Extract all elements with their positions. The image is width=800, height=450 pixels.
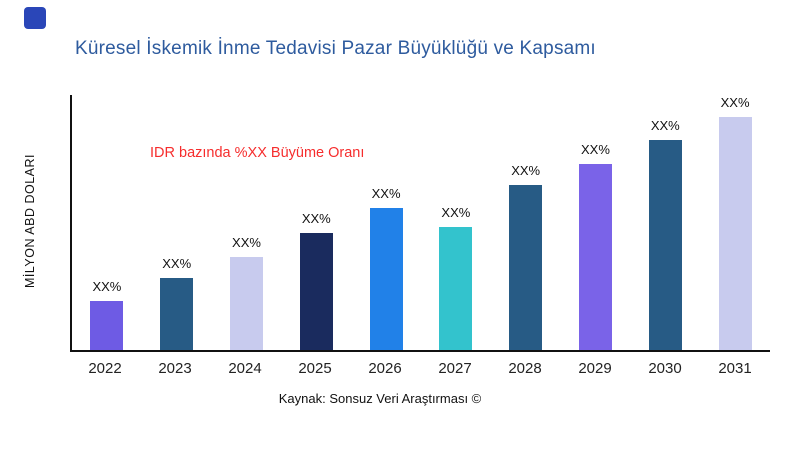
bar-column: XX% <box>351 186 421 350</box>
bar-2024 <box>229 257 263 350</box>
bar-value-label: XX% <box>162 256 192 271</box>
bar-value-label: XX% <box>232 235 261 250</box>
bar-column: XX% <box>421 205 491 350</box>
bar-value-label: XX% <box>301 211 331 226</box>
growth-annotation: IDR bazında %XX Büyüme Oranı <box>150 145 365 161</box>
bar-2022 <box>90 301 124 350</box>
bar-value-label: XX% <box>371 186 401 201</box>
x-tick-label-2025: 2025 <box>298 360 332 377</box>
bar-column: XX% <box>212 235 282 350</box>
bar-column: XX% <box>142 256 212 350</box>
bar-2026 <box>369 208 403 350</box>
x-tick-label-2026: 2026 <box>368 360 402 377</box>
source-line: Kaynak: Sonsuz Veri Araştırması © <box>278 391 482 406</box>
bar-value-label: XX% <box>650 118 680 133</box>
x-tick-label-2024: 2024 <box>228 360 262 377</box>
bars: XX% XX% XX% XX% XX% XX% XX% XX% XX% XX% <box>72 95 770 350</box>
x-tick-label-2023: 2023 <box>158 360 192 377</box>
x-tick-label-2029: 2029 <box>578 360 612 377</box>
bar-2023 <box>160 278 194 350</box>
bar-value-label: XX% <box>92 279 122 294</box>
bar-column: XX% <box>700 95 770 350</box>
bar-column: XX% <box>72 279 142 350</box>
x-tick-label-2030: 2030 <box>648 360 682 377</box>
x-tick-label-2027: 2027 <box>438 360 472 377</box>
logo-mark <box>24 7 46 29</box>
bar-2031 <box>718 117 752 350</box>
bar-column: XX% <box>561 142 631 350</box>
bar-value-label: XX% <box>581 142 610 157</box>
bar-value-label: XX% <box>720 95 750 110</box>
bar-2030 <box>648 140 682 350</box>
bar-column: XX% <box>630 118 700 350</box>
bar-2025 <box>299 233 333 350</box>
bar-2028 <box>509 185 543 350</box>
x-tick-label-2031: 2031 <box>718 360 752 377</box>
plot-area: IDR bazında %XX Büyüme Oranı XX% XX% XX% XX… <box>70 95 770 352</box>
chart-title: Küresel İskemik İnme Tedavisi Pazar Büyü… <box>75 38 596 59</box>
bar-column: XX% <box>281 211 351 350</box>
bar-value-label: XX% <box>511 163 541 178</box>
y-axis-label: MİLYON ABD DOLARI <box>23 154 37 288</box>
bar-2027 <box>439 227 473 350</box>
bar-column: XX% <box>491 163 561 350</box>
bar-value-label: XX% <box>441 205 471 220</box>
x-tick-label-2028: 2028 <box>508 360 542 377</box>
x-axis-labels: 2022 2023 2024 2025 2026 2027 2028 2029 2030 2031 <box>70 360 770 377</box>
x-tick-label-2022: 2022 <box>88 360 122 377</box>
bar-2029 <box>578 164 612 350</box>
